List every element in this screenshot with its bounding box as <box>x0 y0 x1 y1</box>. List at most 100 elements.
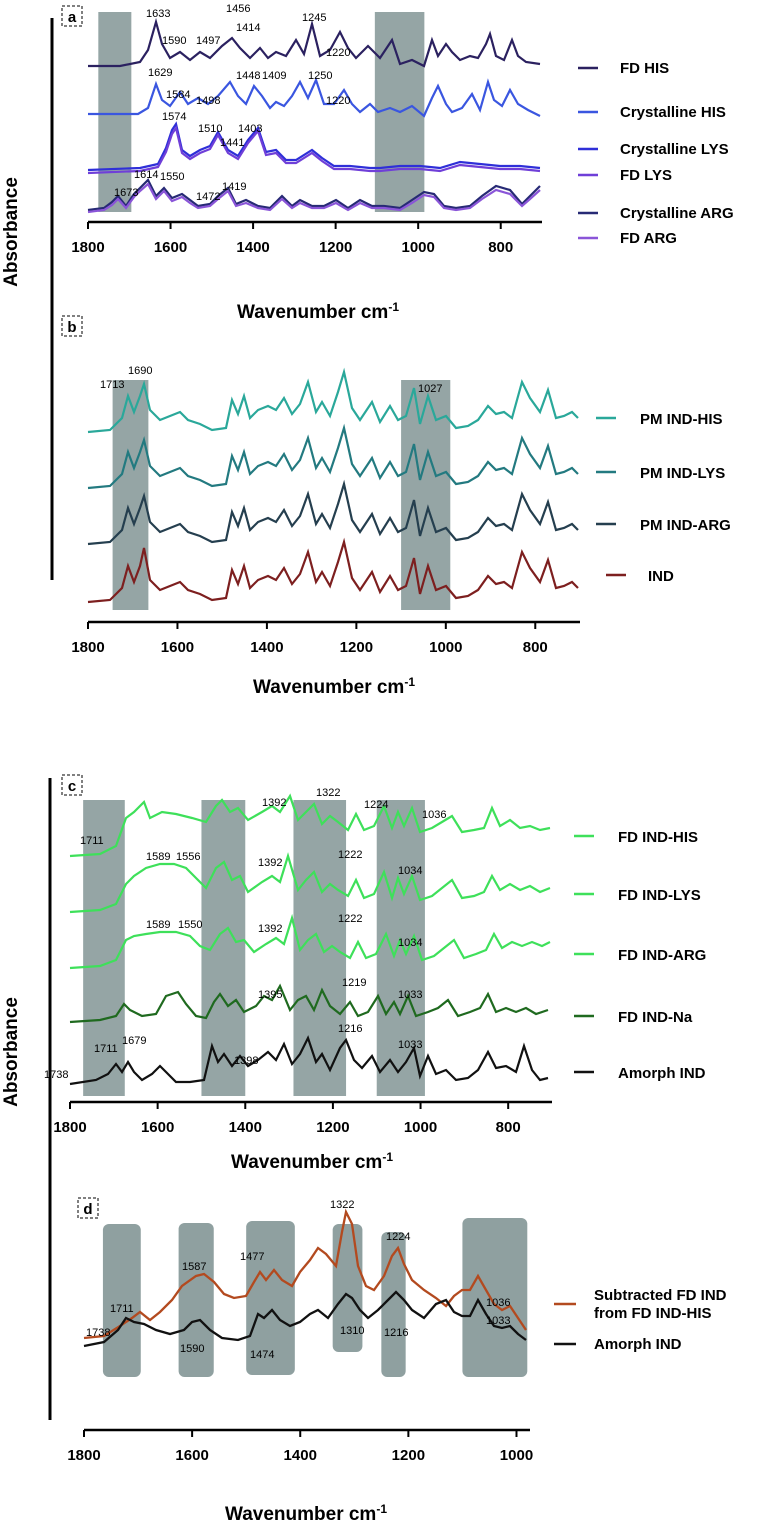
panel-d: d 1711 1738 1587 1590 1477 1474 1322 131… <box>67 1197 727 1525</box>
ann-a-1590: 1590 <box>162 35 186 47</box>
ann-d-1216: 1216 <box>384 1327 408 1339</box>
panel-d-label-box <box>77 1197 99 1219</box>
legend-c-fd-ind-na: FD IND-Na <box>618 1009 693 1026</box>
panel-b: b 1713 1690 1027 1800 1600 1400 1200 1000 800… <box>61 315 731 698</box>
ann-a-1673: 1673 <box>114 187 138 199</box>
ann-b-1027: 1027 <box>418 383 442 395</box>
panel-d-ticks: 1800 1600 1400 1200 1000 <box>67 1430 533 1464</box>
panel-c-xlabel: Wavenumber cm-1 <box>231 1150 393 1173</box>
panel-d-xlabel: Wavenumber cm-1 <box>225 1502 387 1525</box>
ann-c-1033: 1033 <box>398 989 422 1001</box>
ann-c-1392: 1392 <box>262 797 286 809</box>
legend-b-pm-ind-lys: PM IND-LYS <box>640 465 725 482</box>
series-fd-ind-na <box>69 983 549 1024</box>
panel-b-label-box <box>61 315 83 337</box>
panel-c-ticks: 1800 1600 1400 1200 1000 800 <box>53 1102 521 1136</box>
x-tick-label: 1000 <box>401 239 434 256</box>
ann-a-1220: 1220 <box>326 47 350 59</box>
ann-c-1216: 1216 <box>338 1023 362 1035</box>
ann-a-1584: 1584 <box>166 89 190 101</box>
ann-a-1250: 1250 <box>308 70 332 82</box>
ylabel-top: Absorbance <box>1 177 22 287</box>
series-pm-ind-arg <box>87 479 579 546</box>
ann-c-1711b: 1711 <box>94 1043 118 1055</box>
ann-d-1033: 1033 <box>486 1315 510 1327</box>
x-tick-label: 1600 <box>141 1119 174 1136</box>
panel-d-label: d <box>83 1201 92 1218</box>
x-tick-label: 800 <box>488 239 513 256</box>
ann-a-1419: 1419 <box>222 181 246 193</box>
ann-d-1322: 1322 <box>330 1199 354 1211</box>
ann-a-1409: 1409 <box>262 70 286 82</box>
ylabel-bottom: Absorbance <box>1 997 22 1107</box>
x-tick-label: 1800 <box>71 239 104 256</box>
series-amorph-ind-d <box>83 1290 527 1348</box>
ann-c-1392b: 1392 <box>258 857 282 869</box>
ann-c-1679: 1679 <box>122 1035 146 1047</box>
ann-a-1472: 1472 <box>196 191 220 203</box>
ann-a-1414: 1414 <box>236 22 260 34</box>
panel-c-shaded-region-2 <box>201 800 246 1096</box>
legend-c-fd-ind-arg: FD IND-ARG <box>618 947 706 964</box>
series-pm-ind-his <box>87 367 579 434</box>
ann-a-1574: 1574 <box>162 111 186 123</box>
series-crystalline-his <box>88 76 541 118</box>
series-fd-his <box>88 17 541 68</box>
ann-c-1219: 1219 <box>342 977 366 989</box>
series-fd-ind-his <box>69 793 551 858</box>
x-tick-label: 1200 <box>319 239 352 256</box>
ann-c-1738: 1738 <box>44 1069 68 1081</box>
ann-c-1036: 1036 <box>422 809 446 821</box>
panel-d-shaded-region-1 <box>102 1224 141 1377</box>
panel-b-label: b <box>67 319 76 336</box>
ann-d-1474: 1474 <box>250 1349 274 1361</box>
x-tick-label: 1000 <box>404 1119 437 1136</box>
ann-c-1589b: 1589 <box>146 919 170 931</box>
legend-a-fd-arg: FD ARG <box>620 230 677 247</box>
panel-a-ticks: 1800 1600 1400 1200 1000 800 <box>71 222 513 256</box>
series-fd-arg <box>87 182 541 214</box>
ann-c-1392c: 1392 <box>258 923 282 935</box>
series-crystalline-arg <box>87 178 541 212</box>
legend-a-crystalline-arg: Crystalline ARG <box>620 205 734 222</box>
ann-d-1711: 1711 <box>110 1303 134 1315</box>
legend-b-pm-ind-his: PM IND-HIS <box>640 411 723 428</box>
series-pm-ind-lys <box>87 423 579 490</box>
ann-a-1629: 1629 <box>148 67 172 79</box>
ann-d-1310: 1310 <box>340 1325 364 1337</box>
ann-b-1713: 1713 <box>100 379 124 391</box>
ann-c-1398: 1398 <box>234 1055 258 1067</box>
series-crystalline-lys <box>87 121 541 172</box>
legend-b-pm-ind-arg: PM IND-ARG <box>640 517 731 534</box>
ann-d-1036: 1036 <box>486 1297 510 1309</box>
ann-c-1222: 1222 <box>338 849 362 861</box>
ann-c-1034: 1034 <box>398 865 422 877</box>
ann-c-1556: 1556 <box>176 851 200 863</box>
x-tick-label: 1200 <box>316 1119 349 1136</box>
ann-a-1614: 1614 <box>134 169 158 181</box>
ann-c-1589: 1589 <box>146 851 170 863</box>
panel-a: a 1633 1590 1497 1456 1414 1245 1220 162… <box>61 3 734 323</box>
ann-a-1510: 1510 <box>198 123 222 135</box>
panel-a-label-box <box>61 5 83 27</box>
x-tick-label: 1800 <box>67 1447 100 1464</box>
legend-a-crystalline-lys: Crystalline LYS <box>620 141 729 158</box>
ann-c-1033b: 1033 <box>398 1039 422 1051</box>
series-fd-ind-lys <box>69 852 551 914</box>
ann-c-1222b: 1222 <box>338 913 362 925</box>
panel-a-label: a <box>68 9 77 26</box>
x-tick-label: 1800 <box>53 1119 86 1136</box>
x-tick-label: 1400 <box>236 239 269 256</box>
legend-c-amorph-ind: Amorph IND <box>618 1065 706 1082</box>
series-ind <box>87 537 579 604</box>
ann-c-1322: 1322 <box>316 787 340 799</box>
ann-c-1711: 1711 <box>80 835 104 847</box>
ann-c-1034b: 1034 <box>398 937 422 949</box>
panel-d-shaded-region-6 <box>462 1218 528 1377</box>
ann-a-1633: 1633 <box>146 8 170 20</box>
x-tick-label: 1600 <box>161 639 194 656</box>
ann-d-1738: 1738 <box>86 1327 110 1339</box>
legend-a-crystalline-his: Crystalline HIS <box>620 104 726 121</box>
x-tick-label: 1200 <box>340 639 373 656</box>
ann-a-1220b: 1220 <box>326 95 350 107</box>
